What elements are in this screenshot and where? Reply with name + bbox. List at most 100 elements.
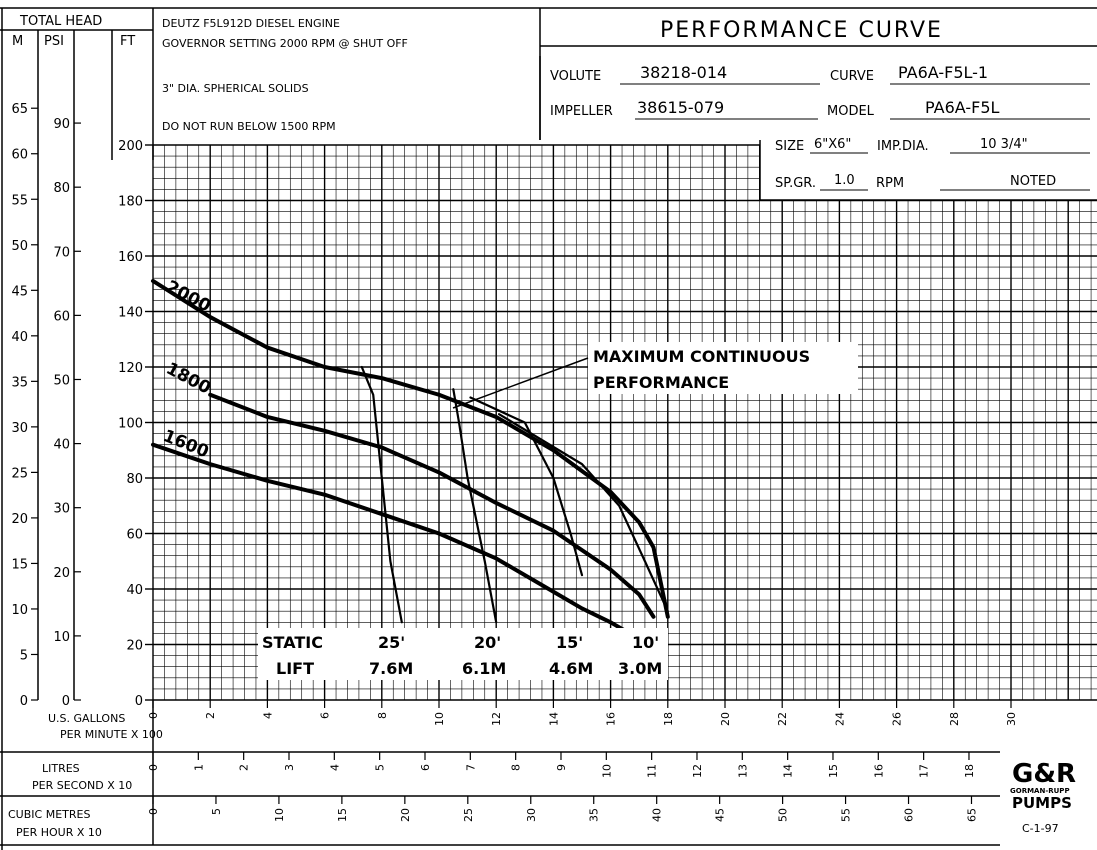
tick-label-ft: 100 [118, 417, 143, 432]
series-label-1800: 1800 [163, 359, 214, 399]
series-line-20ft [452, 388, 498, 624]
logo-top: G&R [1012, 759, 1076, 789]
logo-bottom: PUMPS [1012, 794, 1072, 812]
tick-label-lps: 7 [464, 764, 477, 771]
tick-label-m: 10 [11, 603, 28, 618]
tick-label-m: 40 [11, 330, 28, 345]
tick-label-lps: 14 [782, 764, 795, 778]
tick-label-ft: 180 [118, 195, 143, 210]
tick-label-cmh: 0 [147, 808, 160, 815]
unit-ft-label: FT [120, 34, 135, 49]
lift-ft-20: 20' [474, 633, 501, 652]
cmh-label-1: CUBIC METRES [8, 808, 90, 821]
tick-label-m: 50 [11, 239, 28, 254]
tick-label-gpm: 24 [833, 712, 846, 726]
tick-label-ft: 40 [126, 583, 143, 598]
warning-note: DO NOT RUN BELOW 1500 RPM [162, 120, 336, 133]
lps-label-2: PER SECOND X 10 [32, 779, 132, 792]
spgr-value: 1.0 [834, 173, 855, 188]
tick-label-lps: 2 [238, 764, 251, 771]
tick-label-gpm: 18 [662, 712, 675, 726]
impeller-label: IMPELLER [550, 104, 613, 119]
lift-m-15: 4.6M [549, 659, 593, 678]
curve-label: CURVE [830, 69, 874, 84]
tick-label-m: 0 [20, 694, 28, 709]
tick-label-m: 55 [11, 193, 28, 208]
tick-label-cmh: 5 [210, 808, 223, 815]
series-line-1800 [208, 392, 656, 619]
tick-label-cmh: 10 [273, 808, 286, 822]
logo-mid: GORMAN-RUPP [1010, 787, 1070, 795]
tick-label-m: 60 [11, 148, 28, 163]
tick-label-ft: 60 [126, 528, 143, 543]
tick-label-ft: 200 [118, 139, 143, 154]
tick-label-cmh: 15 [336, 808, 349, 822]
impeller-value: 38615-079 [637, 98, 724, 117]
chart-grid [152, 144, 1097, 701]
tick-label-gpm: 6 [319, 712, 332, 719]
size-label: SIZE [775, 139, 804, 154]
tick-label-ft: 160 [118, 250, 143, 265]
tick-label-cmh: 65 [965, 808, 978, 822]
tick-label-m: 25 [11, 466, 28, 481]
tick-label-cmh: 20 [399, 808, 412, 822]
tick-label-m: 15 [11, 557, 28, 572]
tick-label-psi: 60 [53, 309, 70, 324]
tick-label-cmh: 55 [840, 808, 853, 822]
tick-label-psi: 80 [53, 181, 70, 196]
tick-label-psi: 50 [53, 373, 70, 388]
tick-label-psi: 70 [53, 245, 70, 260]
rpm-value: NOTED [1010, 174, 1056, 189]
model-label: MODEL [827, 104, 875, 119]
tick-label-gpm: 4 [261, 712, 274, 719]
gpm-label-1: U.S. GALLONS [48, 712, 125, 725]
tick-label-gpm: 20 [719, 712, 732, 726]
tick-label-m: 30 [11, 421, 28, 436]
tick-label-lps: 16 [872, 764, 885, 778]
rpm-label: RPM [876, 176, 904, 191]
tick-label-lps: 4 [328, 764, 341, 771]
tick-label-psi: 20 [53, 566, 70, 581]
tick-label-lps: 10 [600, 764, 613, 778]
static-lift-labels: STATIC LIFT 25' 7.6M 20' 6.1M 15' 4.6M 1… [258, 628, 668, 680]
tick-label-psi: 10 [53, 630, 70, 645]
solids-note: 3" DIA. SPHERICAL SOLIDS [162, 82, 309, 95]
tick-label-m: 5 [20, 648, 28, 663]
tick-label-cmh: 25 [462, 808, 475, 822]
tick-label-cmh: 45 [714, 808, 727, 822]
tick-label-cmh: 35 [588, 808, 601, 822]
cmh-label-2: PER HOUR X 10 [16, 826, 102, 839]
company-logo: G&R GORMAN-RUPP PUMPS [1010, 759, 1076, 812]
series-line-1600 [151, 442, 627, 633]
tick-label-lps: 8 [510, 764, 523, 771]
tick-label-ft: 0 [135, 694, 143, 709]
tick-label-ft: 140 [118, 306, 143, 321]
lift-label: LIFT [276, 659, 314, 678]
mcp-label-1: MAXIMUM CONTINUOUS [593, 347, 810, 366]
chart-series [151, 278, 670, 633]
tick-label-gpm: 8 [376, 712, 389, 719]
series-line-25ft [360, 365, 403, 624]
tick-label-gpm: 30 [1005, 712, 1018, 726]
unit-psi-label: PSI [44, 34, 64, 49]
size-value: 6"X6" [814, 137, 851, 152]
tick-label-ft: 120 [118, 361, 143, 376]
speed-labels: 2000 1800 1600 [160, 277, 214, 463]
footer-scales: 0 2 4 6 8 10 12 14 16 18 20 22 24 26 28 300 1 2 3 4 5 6 7 8 9 10 1… [147, 700, 1018, 822]
lift-m-20: 6.1M [462, 659, 506, 678]
tick-label-m: 35 [11, 375, 28, 390]
tick-label-lps: 6 [419, 764, 432, 771]
tick-label-gpm: 10 [433, 712, 446, 726]
tick-label-lps: 11 [646, 764, 659, 778]
mcp-label-2: PERFORMANCE [593, 373, 729, 392]
tick-label-gpm: 16 [605, 712, 618, 726]
mcp-callout: MAXIMUM CONTINUOUS PERFORMANCE [452, 342, 858, 409]
tick-label-psi: 0 [62, 694, 70, 709]
lift-m-25: 7.6M [369, 659, 413, 678]
model-value: PA6A-F5L [925, 98, 1000, 117]
tick-label-gpm: 14 [547, 712, 560, 726]
volute-value: 38218-014 [640, 63, 727, 82]
tick-label-m: 20 [11, 512, 28, 527]
impdia-label: IMP.DIA. [877, 139, 929, 154]
tick-label-gpm: 2 [204, 712, 217, 719]
